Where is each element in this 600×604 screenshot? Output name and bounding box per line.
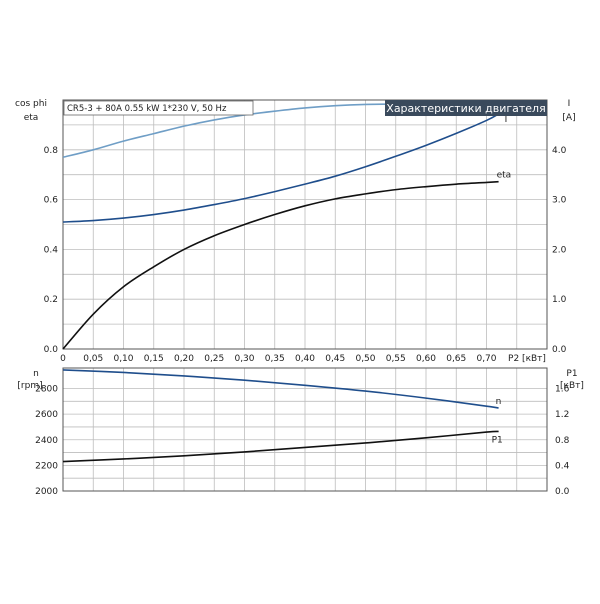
bottom-plot-series: n P1 [62, 369, 503, 463]
y-right-label-bottom-1: P1 [566, 369, 577, 379]
top-y-right-tick: 2.0 [552, 245, 567, 255]
x-tick-label: 0,65 [446, 354, 466, 364]
top-series-label-i: I [505, 115, 508, 125]
bottom-y-right-tick: 0.0 [555, 487, 570, 497]
x-tick-label: 0,50 [355, 354, 375, 364]
bottom-y-right-tick: 1.2 [555, 410, 569, 420]
bottom-y-left-tick: 2400 [35, 436, 58, 446]
y-left-label-top-2: eta [24, 113, 39, 123]
bottom-series-label-p1: P1 [492, 435, 503, 445]
y-right-label-top-1: I [568, 99, 571, 109]
x-axis-label: P2 [кВт] [508, 354, 546, 364]
top-y-left-tick: 0.0 [44, 345, 59, 355]
axis-labels: cos phi eta I [A] n [rpm] P1 [кВт] P2 [к… [15, 99, 584, 391]
x-tick-label: 0,60 [416, 354, 436, 364]
model-label: CR5-3 + 80A 0.55 kW 1*230 V, 50 Hz [67, 104, 227, 114]
x-tick-label: 0 [60, 354, 66, 364]
x-tick-label: 0,10 [113, 354, 133, 364]
top-y-left-tick: 0.8 [44, 146, 59, 156]
top-y-right-tick: 1.0 [552, 295, 567, 305]
title-box [385, 100, 547, 116]
bottom-y-right-tick: 0.4 [555, 461, 570, 471]
top-y-right-tick: 3.0 [552, 196, 567, 206]
x-tick-label: 0,05 [83, 354, 103, 364]
top-plot-grid: 0 0,05 0,10 0,15 0,20 0,25 0,30 0,35 0,40 0,45 0,5… [44, 100, 567, 364]
top-series-i-line [62, 113, 499, 223]
top-y-left-tick: 0.2 [44, 295, 58, 305]
bottom-series-n-line [62, 369, 499, 409]
x-tick-label: 0,25 [204, 354, 224, 364]
x-tick-label: 0,55 [386, 354, 406, 364]
x-tick-label: 0,70 [476, 354, 496, 364]
y-left-label-bottom-1: n [33, 369, 39, 379]
bottom-y-right-tick: 1.6 [555, 385, 570, 395]
x-tick-label: 0,30 [234, 354, 254, 364]
top-y-right-tick: 4.0 [552, 146, 567, 156]
y-left-label-bottom-2: [rpm] [17, 381, 42, 391]
top-plot-series: cos phiIeta [62, 101, 521, 350]
x-tick-label: 0,45 [325, 354, 345, 364]
x-tick-label: 0,20 [174, 354, 194, 364]
top-y-left-tick: 0.6 [44, 196, 59, 206]
x-tick-label: 0,40 [295, 354, 315, 364]
bottom-y-right-tick: 0.8 [555, 436, 570, 446]
bottom-y-left-tick: 2800 [35, 385, 58, 395]
bottom-series-p1-line [62, 430, 499, 463]
y-left-label-top-1: cos phi [15, 99, 47, 109]
bottom-plot-frame [62, 367, 548, 492]
bottom-series-label-n: n [496, 397, 502, 407]
model-label-box [63, 100, 254, 116]
bottom-y-left-tick: 2600 [35, 410, 58, 420]
chart-title: Характеристики двигателя [386, 102, 545, 115]
top-y-left-tick: 0.4 [44, 245, 59, 255]
x-tick-label: 0,15 [144, 354, 164, 364]
bottom-plot-grid: 2000 2200 2400 2600 2800 0.0 0.4 0.8 1.2 1.6 [35, 368, 570, 497]
top-y-right-tick: 0.0 [552, 345, 567, 355]
top-plot-frame [62, 99, 548, 350]
y-right-label-bottom-2: [кВт] [560, 381, 584, 391]
top-series-label-eta: eta [497, 171, 512, 181]
y-right-label-top-2: [A] [562, 113, 575, 123]
top-series-eta-line [62, 180, 499, 350]
bottom-y-left-tick: 2000 [35, 487, 58, 497]
x-tick-label: 0,35 [265, 354, 285, 364]
bottom-y-left-tick: 2200 [35, 461, 58, 471]
